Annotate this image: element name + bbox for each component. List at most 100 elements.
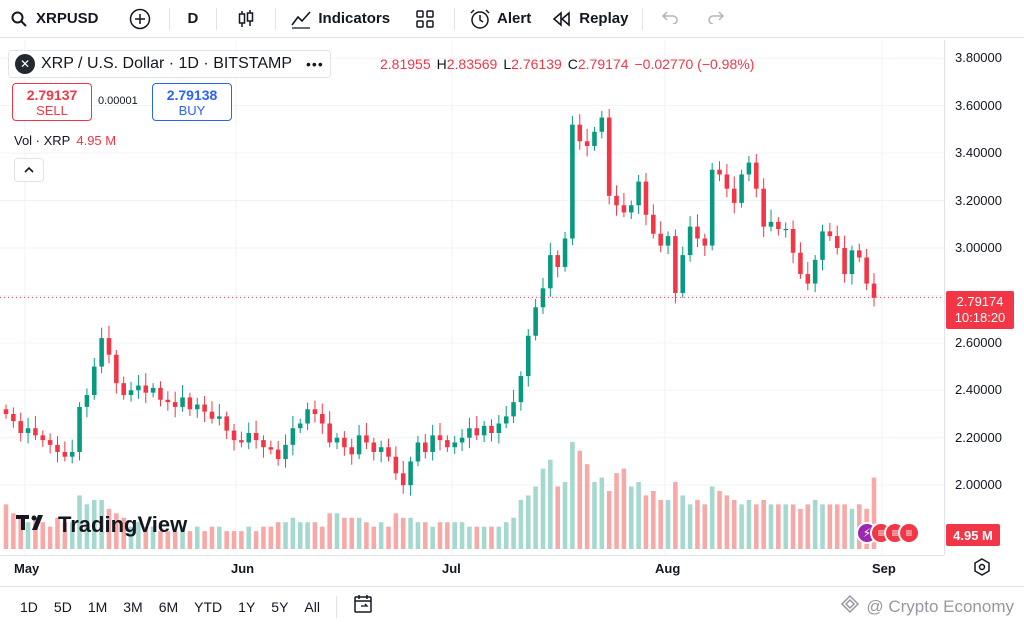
- volume-bar: [812, 499, 818, 549]
- replay-button[interactable]: Replay: [541, 0, 638, 38]
- indicators-label: Indicators: [318, 10, 391, 27]
- volume-bar: [511, 517, 516, 549]
- volume-bar: [525, 495, 531, 549]
- volume-bar: [239, 531, 244, 549]
- range-button-1y[interactable]: 1Y: [238, 598, 256, 615]
- sell-label: SELL: [36, 102, 68, 118]
- bottom-divider: [335, 595, 337, 618]
- search-icon: [8, 8, 30, 30]
- candle-body: [128, 390, 134, 396]
- sell-button[interactable]: 2.79137 SELL: [12, 83, 92, 121]
- range-button-1m[interactable]: 1M: [87, 598, 108, 615]
- volume-bar: [25, 522, 31, 549]
- range-button-6m[interactable]: 6M: [158, 598, 179, 615]
- candle-body: [364, 435, 369, 443]
- volume-bar: [143, 526, 149, 549]
- candle-body: [25, 428, 31, 433]
- candle-body: [673, 236, 678, 294]
- candle-body: [3, 409, 9, 415]
- chart-type-button[interactable]: [221, 0, 271, 38]
- range-button-5d[interactable]: 5D: [53, 598, 72, 615]
- candle-body: [445, 440, 450, 448]
- range-button-5y[interactable]: 5Y: [271, 598, 289, 615]
- buy-button[interactable]: 2.79138 BUY: [152, 83, 232, 121]
- volume-bar: [18, 517, 23, 549]
- price-scale[interactable]: 3.80000 3.60000 3.40000 3.20000 3.00000 2.600…: [944, 40, 1024, 555]
- alert-button[interactable]: Alert: [459, 0, 541, 38]
- undo-button[interactable]: [647, 0, 693, 38]
- candle-body: [275, 449, 281, 460]
- indicators-button[interactable]: Indicators: [280, 0, 400, 38]
- calendar-goto-icon: [353, 594, 375, 619]
- candlestick-chart[interactable]: [0, 40, 944, 555]
- goto-date-button[interactable]: [345, 594, 383, 619]
- candle-body: [584, 141, 590, 146]
- chart-pane[interactable]: [0, 40, 1024, 580]
- chevron-up-icon: [23, 161, 35, 179]
- symbol-title: XRP / U.S. Dollar · 1D · BITSTAMP: [41, 55, 293, 72]
- candle-body: [217, 416, 222, 419]
- candle-body: [18, 421, 23, 433]
- grid-layout-icon: [414, 8, 436, 30]
- candle-body: [11, 414, 16, 422]
- symbol-legend[interactable]: ✕ XRP / U.S. Dollar · 1D · BITSTAMP •••: [8, 50, 331, 78]
- volume-badge: 4.95 M: [946, 524, 1000, 546]
- events-badges[interactable]: ⚡ ≡ ≡ ≡: [856, 522, 920, 544]
- compare-button[interactable]: [121, 0, 165, 38]
- volume-bar: [790, 504, 796, 549]
- range-button-ytd[interactable]: YTD: [194, 598, 223, 615]
- candle-body: [114, 354, 119, 384]
- candle-body: [239, 440, 244, 443]
- brand-name: TradingView: [58, 512, 188, 537]
- symbol-search-button[interactable]: XRPUSD: [0, 0, 107, 38]
- candle-body: [525, 335, 531, 377]
- collapse-legend-button[interactable]: [14, 158, 44, 182]
- range-button-3m[interactable]: 3M: [123, 598, 143, 615]
- candle-body: [430, 435, 435, 452]
- tradingview-mark-icon: [16, 512, 52, 538]
- price-tick-label: 3.80000: [955, 50, 1002, 66]
- layouts-button[interactable]: [400, 0, 450, 38]
- volume-bar: [415, 522, 421, 549]
- volume-value: 4.95 M: [76, 133, 117, 148]
- candle-body: [231, 430, 237, 441]
- plus-circle-icon: [129, 8, 151, 30]
- volume-bar: [651, 490, 656, 549]
- candle-body: [342, 437, 347, 448]
- candle-body: [790, 229, 796, 253]
- volume-bar: [805, 504, 811, 549]
- volume-bar: [55, 517, 60, 549]
- candle-body: [320, 414, 325, 424]
- volume-bar: [518, 499, 524, 549]
- redo-button[interactable]: [693, 0, 739, 38]
- volume-bar: [3, 504, 9, 549]
- volume-bar: [643, 495, 649, 549]
- volume-bar: [231, 531, 237, 549]
- volume-bar: [834, 504, 840, 549]
- volume-bar: [136, 522, 141, 549]
- candle-body: [165, 399, 171, 403]
- volume-legend[interactable]: Vol · XRP 4.95 M: [14, 133, 116, 148]
- toolbar-divider: [216, 7, 218, 30]
- range-button-1d[interactable]: 1D: [20, 598, 38, 615]
- volume-bar: [33, 517, 38, 549]
- candle-body: [871, 283, 877, 298]
- alert-label: Alert: [497, 10, 532, 27]
- candle-body: [805, 274, 811, 284]
- candle-body: [386, 447, 391, 457]
- candle-body: [334, 437, 340, 443]
- alarm-clock-icon: [469, 8, 491, 30]
- event-flag-icon[interactable]: ≡: [898, 522, 920, 544]
- volume-bar: [202, 531, 207, 549]
- more-options-icon[interactable]: •••: [306, 56, 324, 72]
- volume-bar: [430, 526, 435, 549]
- candle-body: [548, 255, 553, 289]
- close-label: C: [567, 56, 578, 72]
- chart-settings-button[interactable]: [970, 557, 994, 581]
- spread-value: 0.00001: [98, 95, 138, 107]
- range-button-all[interactable]: All: [304, 598, 320, 615]
- volume-bar: [371, 526, 377, 549]
- interval-button[interactable]: D: [174, 0, 213, 38]
- volume-bar: [871, 477, 877, 549]
- time-scale[interactable]: May Jun Jul Aug Sep: [0, 555, 944, 580]
